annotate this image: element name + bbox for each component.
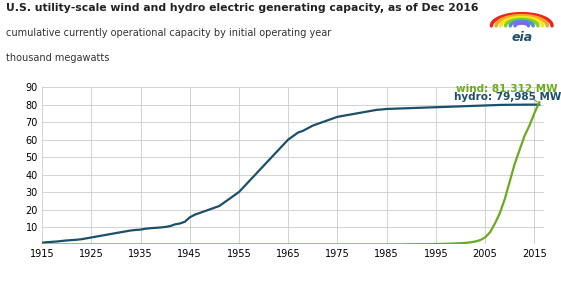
- Text: wind: 81,312 MW: wind: 81,312 MW: [457, 84, 558, 94]
- Text: cumulative currently operational capacity by initial operating year: cumulative currently operational capacit…: [6, 28, 331, 38]
- Text: thousand megawatts: thousand megawatts: [6, 53, 109, 64]
- Text: U.S. utility-scale wind and hydro electric generating capacity, as of Dec 2016: U.S. utility-scale wind and hydro electr…: [6, 3, 478, 13]
- Text: eia: eia: [511, 31, 532, 44]
- Text: hydro: 79,985 MW: hydro: 79,985 MW: [453, 92, 561, 102]
